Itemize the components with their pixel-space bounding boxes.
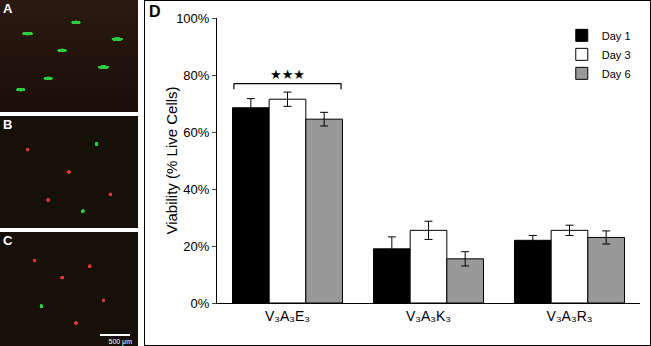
svg-text:V₃A₃K₃: V₃A₃K₃: [406, 308, 451, 324]
svg-text:Day 1: Day 1: [602, 30, 631, 42]
svg-text:40%: 40%: [183, 182, 209, 197]
svg-text:V₃A₃R₃: V₃A₃R₃: [547, 308, 593, 324]
svg-text:V₃A₃E₃: V₃A₃E₃: [265, 308, 310, 324]
svg-text:80%: 80%: [183, 68, 209, 83]
svg-text:60%: 60%: [183, 125, 209, 140]
svg-text:★★★: ★★★: [270, 67, 305, 82]
svg-text:0%: 0%: [191, 296, 210, 311]
html-text:A: A: [3, 1, 13, 16]
html-text:D: D: [149, 3, 161, 20]
html-text:500 μm: 500 μm: [108, 338, 132, 345]
html-text:B: B: [3, 117, 13, 132]
svg-text:Viability (% Live Cells): Viability (% Live Cells): [163, 86, 180, 234]
svg-text:20%: 20%: [183, 239, 209, 254]
svg-text:100%: 100%: [176, 11, 210, 26]
svg-text:Day 6: Day 6: [602, 68, 631, 80]
html-text:C: C: [3, 233, 13, 248]
svg-text:Day 3: Day 3: [602, 49, 631, 61]
